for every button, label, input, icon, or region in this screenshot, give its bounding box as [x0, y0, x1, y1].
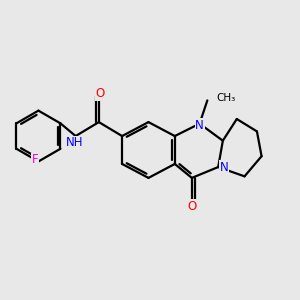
Text: O: O: [95, 87, 105, 100]
Text: N: N: [219, 160, 228, 173]
Text: CH₃: CH₃: [216, 93, 235, 103]
Text: O: O: [187, 200, 196, 213]
Text: F: F: [32, 153, 38, 166]
Text: N: N: [195, 119, 204, 132]
Text: NH: NH: [66, 136, 84, 149]
